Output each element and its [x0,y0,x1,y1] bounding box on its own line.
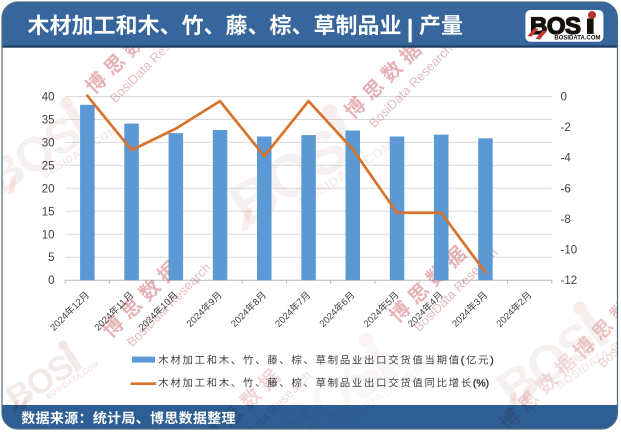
svg-text:9: 9 [206,297,218,309]
svg-text:-8: -8 [561,214,571,226]
svg-text:5: 5 [48,252,54,264]
svg-text:5: 5 [383,297,395,309]
svg-text:-4: -4 [561,153,572,165]
svg-text:-12: -12 [561,275,578,287]
svg-text:0: 0 [561,92,567,104]
svg-text:): ) [490,356,493,367]
svg-text:30: 30 [42,137,55,149]
svg-text:15: 15 [42,206,55,218]
svg-text:8: 8 [251,297,263,309]
svg-text:4: 4 [428,297,440,309]
svg-text:10: 10 [42,229,55,241]
svg-text:6: 6 [339,297,351,309]
svg-text:7: 7 [295,297,307,309]
svg-text:2: 2 [516,297,528,309]
svg-text:BOSIDATA.COM: BOSIDATA.COM [554,35,600,41]
svg-text:3: 3 [472,297,484,309]
svg-text:35: 35 [42,115,55,127]
svg-text:0: 0 [48,275,54,287]
svg-text:40: 40 [42,92,55,104]
svg-text:25: 25 [42,160,55,172]
svg-text:-10: -10 [561,245,578,257]
svg-text:(: ( [461,356,465,367]
svg-text:20: 20 [42,183,55,195]
svg-text:(%): (%) [473,378,489,389]
svg-text:-6: -6 [561,183,571,195]
svg-text:-2: -2 [561,122,571,134]
